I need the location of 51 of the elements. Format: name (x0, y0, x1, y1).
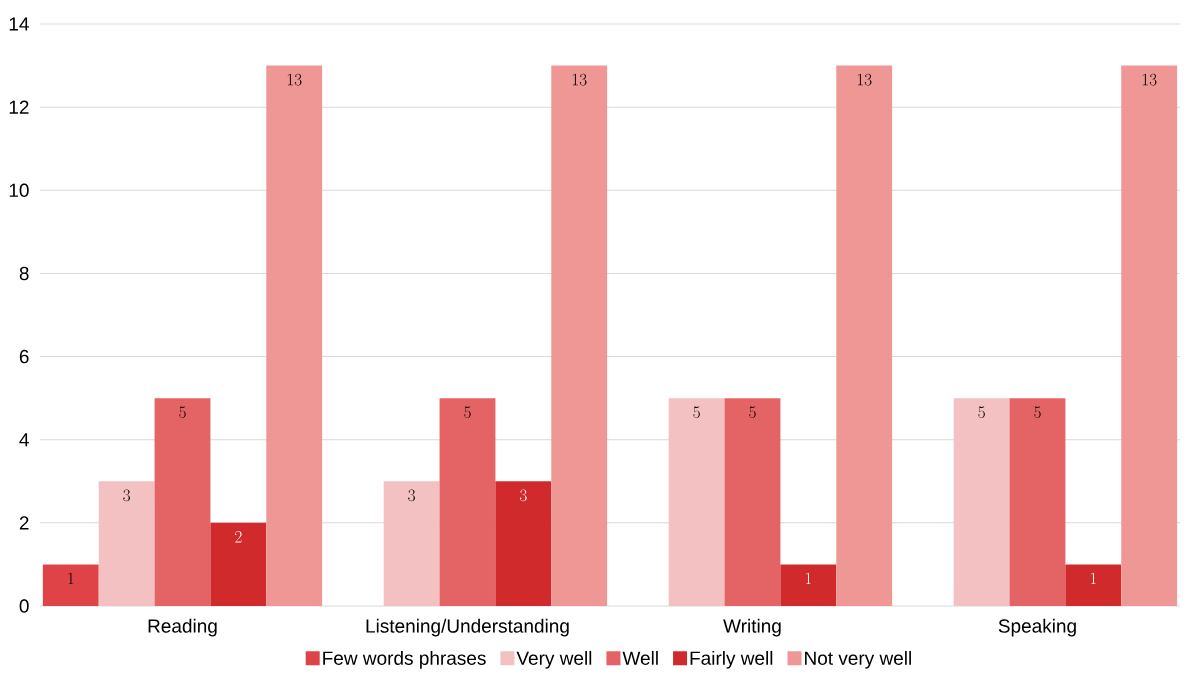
x-tick-label: Reading (148, 618, 217, 637)
data-label: 5 (978, 406, 985, 419)
data-label: 13 (572, 73, 587, 86)
x-tick-label: Listening/Understanding (366, 618, 569, 637)
legend-label: Not very well (805, 650, 911, 669)
bar (836, 65, 893, 606)
data-label: 13 (1142, 73, 1157, 86)
data-label: 5 (179, 406, 186, 419)
y-tick-label: 8 (19, 266, 29, 281)
y-tick-label: 4 (19, 433, 29, 447)
bar (266, 65, 323, 606)
bar (1009, 398, 1066, 606)
y-tick-label: 14 (9, 17, 29, 31)
data-label: 1 (1090, 572, 1096, 585)
bar (780, 564, 837, 606)
data-label: 3 (123, 489, 131, 502)
y-tick-label: 10 (9, 183, 29, 198)
bar (383, 481, 440, 606)
bar (953, 398, 1010, 606)
bar (1065, 564, 1122, 606)
data-label: 13 (287, 73, 302, 86)
data-label: 5 (464, 406, 471, 419)
legend-label: Well (622, 650, 658, 665)
bar (439, 398, 496, 606)
data-label: 1 (805, 572, 812, 585)
bar (668, 398, 725, 606)
data-label: 5 (749, 406, 756, 419)
data-label: 13 (857, 73, 872, 86)
bar (42, 564, 99, 606)
bar (551, 65, 608, 606)
data-label: 5 (693, 406, 700, 419)
y-tick-label: 12 (9, 100, 29, 114)
y-tick-label: 6 (19, 349, 29, 364)
bar (495, 481, 552, 606)
bar (98, 481, 155, 606)
bar (154, 398, 211, 606)
legend-label: Very well (516, 650, 592, 669)
legend-label: Fairly well (690, 650, 773, 669)
data-label: 5 (1034, 406, 1041, 419)
y-tick-label: 2 (19, 516, 29, 530)
data-label: 1 (68, 572, 74, 585)
bar (210, 522, 267, 606)
x-tick-label: Speaking (998, 618, 1076, 637)
data-label: 3 (519, 489, 527, 502)
bar (724, 398, 781, 606)
bar (1121, 65, 1178, 606)
x-tick-label: Writing (723, 618, 781, 637)
data-label: 2 (235, 531, 242, 543)
y-tick-label: 0 (19, 599, 29, 613)
data-label: 3 (408, 489, 416, 502)
legend-label: Few words phrases (323, 650, 486, 669)
